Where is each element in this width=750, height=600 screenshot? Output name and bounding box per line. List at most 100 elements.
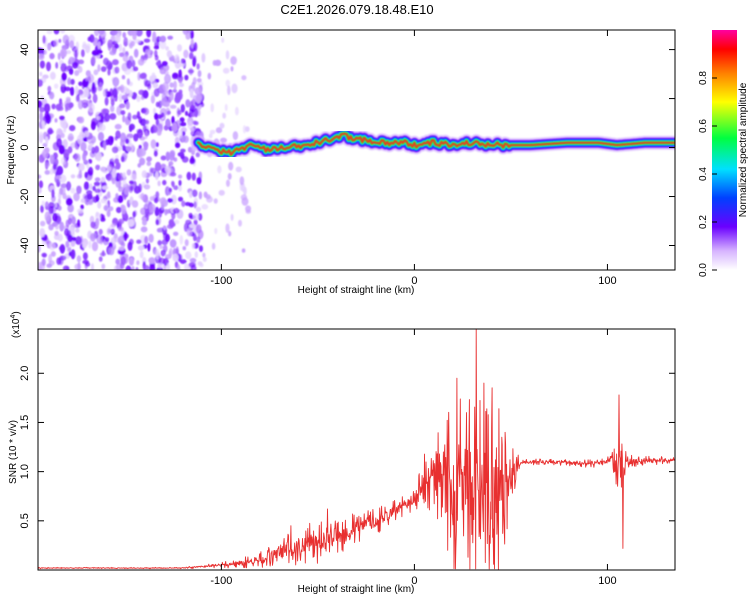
noise-speckle bbox=[117, 235, 125, 245]
noise-speckle bbox=[60, 118, 67, 129]
noise-speckle bbox=[81, 99, 88, 105]
y-tick-label: -20 bbox=[19, 189, 31, 205]
spectrogram-y-label: Frequency (Hz) bbox=[6, 116, 17, 185]
noise-speckle bbox=[55, 62, 59, 69]
noise-speckle bbox=[232, 131, 239, 141]
noise-speckle bbox=[109, 88, 114, 97]
noise-speckle bbox=[40, 204, 44, 213]
noise-speckle bbox=[100, 66, 107, 72]
noise-speckle bbox=[154, 206, 160, 217]
noise-speckle bbox=[134, 39, 141, 44]
noise-speckle bbox=[157, 180, 161, 187]
noise-speckle bbox=[106, 164, 113, 172]
noise-speckle bbox=[100, 176, 106, 183]
noise-speckle bbox=[101, 214, 105, 220]
snr-line bbox=[38, 329, 675, 570]
noise-speckle bbox=[93, 181, 101, 187]
noise-speckle bbox=[121, 156, 125, 163]
noise-speckle bbox=[196, 78, 202, 83]
noise-speckle bbox=[179, 259, 187, 264]
noise-speckle bbox=[119, 52, 125, 57]
noise-speckle bbox=[140, 72, 147, 79]
noise-speckle bbox=[179, 235, 184, 245]
noise-speckle bbox=[189, 52, 194, 60]
noise-speckle bbox=[126, 59, 132, 70]
noise-speckle bbox=[107, 191, 111, 198]
noise-speckle bbox=[60, 157, 66, 165]
noise-speckle bbox=[86, 193, 93, 200]
noise-speckle bbox=[60, 30, 66, 34]
noise-speckle bbox=[87, 166, 94, 177]
noise-speckle bbox=[40, 95, 44, 100]
noise-speckle bbox=[131, 265, 135, 270]
noise-speckle bbox=[56, 128, 63, 138]
noise-speckle bbox=[100, 198, 108, 204]
noise-speckle bbox=[77, 116, 85, 124]
noise-speckle bbox=[91, 263, 94, 270]
x-tick-label: -100 bbox=[210, 275, 232, 287]
noise-speckle bbox=[137, 148, 143, 159]
noise-speckle bbox=[55, 175, 62, 180]
noise-speckle bbox=[193, 219, 198, 226]
noise-speckle bbox=[69, 40, 75, 49]
noise-speckle bbox=[161, 92, 167, 102]
noise-speckle bbox=[152, 31, 157, 42]
noise-speckle bbox=[75, 95, 80, 103]
noise-speckle bbox=[189, 88, 194, 99]
noise-speckle bbox=[58, 101, 64, 109]
noise-speckle bbox=[53, 30, 60, 35]
noise-speckle bbox=[65, 240, 70, 248]
noise-speckle bbox=[82, 242, 87, 249]
noise-speckle bbox=[88, 74, 95, 83]
noise-speckle bbox=[92, 93, 98, 104]
noise-speckle bbox=[169, 56, 174, 62]
noise-speckle bbox=[166, 263, 170, 270]
noise-speckle bbox=[155, 191, 160, 199]
noise-speckle bbox=[60, 183, 68, 188]
noise-speckle bbox=[225, 223, 230, 233]
noise-speckle bbox=[201, 204, 209, 210]
snr-scale-exponent: 4 bbox=[10, 315, 17, 319]
noise-speckle bbox=[59, 221, 65, 232]
noise-speckle bbox=[137, 58, 145, 66]
noise-speckle bbox=[187, 121, 193, 130]
noise-speckle bbox=[119, 103, 126, 109]
noise-speckle bbox=[173, 80, 177, 90]
noise-speckle bbox=[217, 165, 222, 174]
noise-speckle bbox=[110, 30, 118, 36]
noise-speckle bbox=[97, 201, 102, 209]
noise-speckle bbox=[158, 257, 165, 265]
noise-speckle bbox=[155, 219, 159, 226]
noise-speckle bbox=[146, 161, 152, 167]
noise-speckle bbox=[76, 134, 84, 145]
noise-speckle bbox=[110, 223, 117, 228]
colorbar-tick-label: 0.6 bbox=[698, 119, 709, 133]
noise-speckle bbox=[80, 204, 84, 210]
noise-speckle bbox=[188, 191, 193, 198]
noise-speckle bbox=[184, 263, 189, 270]
noise-speckle bbox=[54, 202, 58, 208]
noise-speckle bbox=[189, 258, 197, 263]
noise-speckle bbox=[129, 180, 134, 185]
noise-speckle bbox=[160, 155, 167, 161]
noise-speckle bbox=[140, 226, 148, 233]
noise-speckle bbox=[115, 154, 119, 160]
noise-speckle bbox=[194, 251, 198, 258]
noise-speckle bbox=[184, 74, 189, 81]
noise-speckle bbox=[157, 263, 164, 269]
noise-speckle bbox=[110, 105, 115, 113]
noise-speckle bbox=[49, 154, 55, 165]
noise-speckle bbox=[144, 235, 149, 245]
noise-speckle bbox=[67, 247, 72, 252]
noise-speckle bbox=[122, 115, 126, 123]
noise-speckle bbox=[38, 187, 42, 194]
noise-speckle bbox=[175, 246, 179, 255]
noise-speckle bbox=[50, 71, 56, 80]
noise-speckle bbox=[157, 240, 163, 246]
chart-title: C2E1.2026.079.18.48.E10 bbox=[280, 2, 433, 17]
noise-speckle bbox=[130, 30, 137, 36]
noise-speckle bbox=[95, 164, 101, 171]
noise-speckle bbox=[159, 197, 167, 206]
noise-speckle bbox=[122, 172, 126, 179]
noise-speckle bbox=[241, 75, 247, 81]
